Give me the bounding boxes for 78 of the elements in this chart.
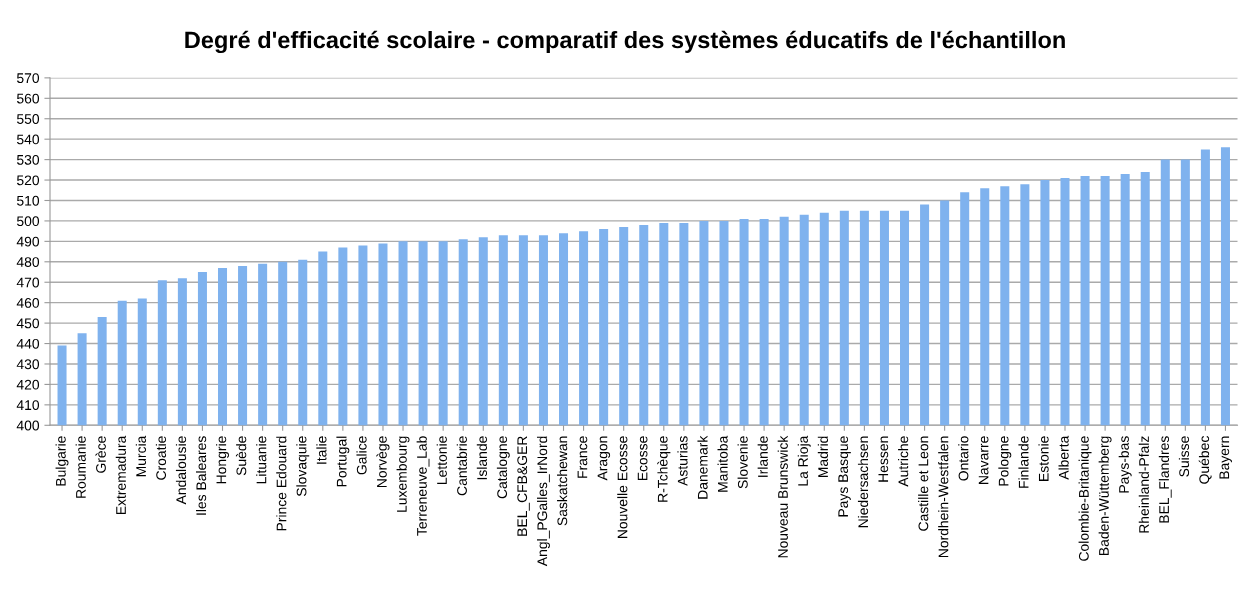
x-tick-label: Pays Basque (838, 436, 851, 517)
x-tick-label: Terreneuve_Lab (416, 436, 430, 536)
x-tick-label: Prince Edouard (276, 436, 287, 531)
x-tick-label: Slovenie (737, 436, 748, 489)
x-tick-label: Grèce (95, 436, 106, 473)
x-tick-label: Manitoba (717, 435, 728, 492)
x-tick-label: Danemark (697, 435, 708, 499)
y-tick-label: 560 (16, 93, 40, 104)
x-tick-label: Nordhein-Westfalen (938, 436, 949, 558)
x-tick-label: Autriche (898, 436, 909, 487)
x-tick-label: La Rioja (797, 435, 811, 486)
x-tick-label: Madrid (817, 436, 829, 478)
y-tick-label: 550 (16, 114, 40, 124)
y-tick-label: 490 (16, 236, 40, 247)
x-tick-label: Québec (1198, 436, 1212, 484)
x-tick-label: Cantabrie (456, 436, 467, 496)
x-tick-label: Pologne (998, 436, 1012, 486)
x-tick-label: Murcia (135, 435, 146, 477)
y-tick-label: 540 (16, 134, 40, 145)
y-tick-label: 430 (16, 359, 40, 370)
x-tick-label: Hongrie (216, 436, 229, 484)
x-tick-label: Extremadura (115, 435, 126, 515)
chart-title: Degré d'efficacité scolaire - comparatif des systèmes éducatifs de l'échantillon (185, 30, 1065, 54)
y-tick-label: 470 (16, 277, 40, 288)
x-tick-label: Lituanie (256, 436, 267, 484)
x-tick-label: Angl_PGalles_IrNord (536, 436, 550, 567)
x-tick-label: Suisse (1178, 436, 1190, 477)
x-tick-label: Luxembourg (396, 436, 410, 512)
x-tick-label: France (577, 436, 588, 478)
x-tick-label: Galice (356, 436, 367, 475)
x-tick-label: Catalogne (496, 436, 510, 499)
x-tick-label: Suède (235, 436, 247, 476)
x-tick-label: Bayern (1219, 436, 1232, 479)
x-tick-label: Asturias (677, 436, 688, 486)
x-tick-label: Estonie (1038, 436, 1049, 481)
x-tick-label: BEL_Flandres (1158, 436, 1172, 523)
x-tick-label: Andalousie (175, 436, 187, 505)
y-tick-label: 420 (16, 379, 40, 390)
x-tick-label: Baden-Wüttemberg (1098, 436, 1112, 555)
y-tick-label: 460 (16, 298, 40, 308)
x-tick-label: Bulgarie (55, 436, 69, 486)
x-tick-label: Alberta (1058, 435, 1069, 480)
x-tick-label: Navarre (978, 436, 989, 484)
x-tick-label: Aragon (597, 436, 611, 481)
x-tick-label: Ecosse (637, 436, 648, 481)
y-tick-label: 480 (16, 257, 40, 267)
y-tick-label: 400 (16, 420, 40, 431)
y-tick-label: 410 (16, 400, 40, 411)
x-tick-label: BEL_CFB&GER (517, 436, 530, 536)
x-tick-label: Ontario (958, 436, 969, 481)
x-tick-label: Norvège (376, 436, 390, 488)
x-tick-label: Niedersachsen (857, 436, 869, 528)
x-tick-label: Saskatchewan (557, 436, 568, 526)
y-tick-label: 510 (16, 195, 40, 206)
x-tick-label: Islande (476, 436, 488, 480)
y-tick-label: 500 (16, 216, 40, 227)
y-tick-label: 570 (16, 73, 40, 84)
y-tick-label: 520 (16, 175, 40, 186)
x-tick-label: Rheinland-Pfalz (1138, 436, 1149, 533)
x-tick-label: Castille et Leon (918, 436, 929, 531)
y-tick-label: 440 (16, 338, 40, 349)
x-tick-label: Portugal (336, 436, 350, 487)
x-tick-label: Italie (316, 436, 327, 464)
x-tick-label: Colombie-Britanique (1078, 436, 1092, 561)
x-tick-label: Nouveau Brunswick (777, 435, 788, 558)
x-tick-label: Irlande (757, 436, 768, 477)
x-tick-label: Pays-bas (1118, 436, 1132, 493)
x-tick-label: Hessen (878, 436, 889, 482)
x-tick-label: Slovaquie (296, 436, 310, 497)
x-tick-label: R-Tchèque (657, 436, 671, 502)
x-tick-label: Finlande (1018, 436, 1029, 488)
x-tick-label: Lettonie (436, 436, 447, 484)
x-tick-label: Nouvelle Ecosse (617, 436, 628, 539)
y-tick-label: 530 (16, 154, 40, 165)
y-tick-label: 450 (16, 318, 40, 329)
x-tick-label: Iles Baleares (195, 436, 207, 515)
x-tick-label: Croatie (155, 436, 167, 480)
x-tick-label: Roumanie (75, 436, 86, 498)
